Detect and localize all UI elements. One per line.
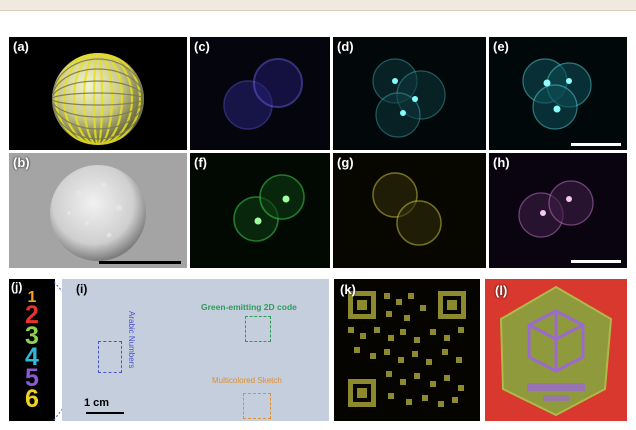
- panel-j: 1 2 3 4 5 6 (j): [9, 279, 55, 421]
- panel-b: (b): [9, 153, 187, 268]
- header-divider: [0, 10, 636, 11]
- panel-j-digit: 6: [25, 385, 39, 413]
- panel-j-digit: 1: [27, 289, 37, 306]
- page-header-band: [0, 0, 636, 10]
- panel-g-yellow-microspheres: [372, 172, 442, 246]
- panel-i-arabic-text: Arabic Numbers: [127, 311, 136, 369]
- panel-k-qr-code: [348, 291, 466, 407]
- panel-e-cyan-microspheres: [522, 58, 592, 130]
- panel-d-label: (d): [337, 39, 354, 54]
- panel-i-sketch-box: [243, 393, 271, 419]
- panel-h: (h): [489, 153, 627, 268]
- panel-d: (d): [333, 37, 486, 150]
- panel-f-label: (f): [194, 155, 207, 170]
- panel-c-label: (c): [194, 39, 210, 54]
- panel-a: (a): [9, 37, 187, 150]
- panel-d-cyan-microspheres: [372, 58, 446, 138]
- panel-e-scale-bar: [571, 143, 621, 146]
- panel-j-digit: 5: [25, 364, 39, 392]
- panel-c: (c): [190, 37, 330, 150]
- panel-k: (k): [334, 279, 480, 421]
- panel-i-arabic-box: [98, 341, 122, 373]
- panel-l: (l): [485, 279, 627, 421]
- panel-c-blue-microspheres: [223, 58, 303, 130]
- panel-k-label: (k): [340, 282, 356, 297]
- panel-h-label: (h): [493, 155, 510, 170]
- panel-a-sphere-render: [52, 53, 144, 145]
- panel-e: (e): [489, 37, 627, 150]
- panel-b-sem-image: [9, 153, 187, 268]
- panel-g-label: (g): [337, 155, 354, 170]
- panel-b-scale-bar: [99, 261, 181, 264]
- panel-l-label: (l): [495, 283, 508, 298]
- panel-g: (g): [333, 153, 486, 268]
- panel-i-scale-bar: [86, 412, 124, 414]
- panel-i-green-text: Green-emitting 2D code: [201, 302, 297, 312]
- panel-i-green-box: [245, 316, 271, 342]
- panel-i-label: (i): [76, 282, 88, 296]
- panel-e-label: (e): [493, 39, 509, 54]
- panel-j-digit: 2: [25, 301, 39, 329]
- panel-i: Arabic Numbers Green-emitting 2D code Mu…: [62, 279, 329, 421]
- panel-h-scale-bar: [571, 260, 621, 263]
- panel-j-digit: 3: [25, 322, 39, 350]
- panel-f: (f): [190, 153, 330, 268]
- panel-i-scale-label: 1 cm: [84, 397, 110, 409]
- panel-i-sketch-text: Multicolored Sketch: [212, 376, 282, 385]
- panel-f-green-microspheres: [233, 174, 305, 242]
- panel-b-label: (b): [13, 155, 30, 170]
- panel-j-digit: 4: [25, 343, 39, 371]
- panel-h-magenta-microspheres: [518, 180, 594, 238]
- panel-j-label: (j): [11, 280, 23, 294]
- panel-a-label: (a): [13, 39, 29, 54]
- panel-j-digit-list: 1 2 3 4 5 6: [9, 289, 55, 413]
- panel-l-sketch: [499, 285, 613, 417]
